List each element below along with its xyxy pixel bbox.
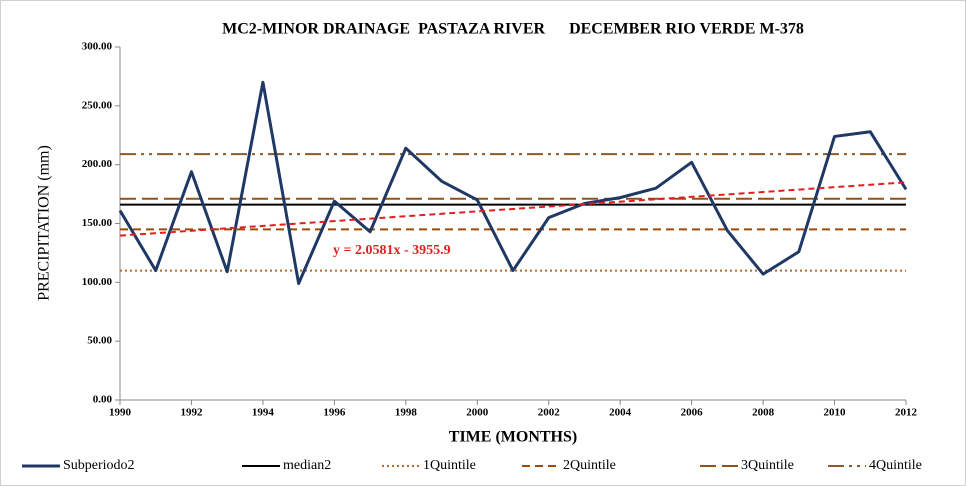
legend-label: 3Quintile xyxy=(741,458,794,473)
x-tick-label: 2010 xyxy=(824,407,847,419)
y-tick-label: 0.00 xyxy=(93,394,113,406)
y-tick-label: 150.00 xyxy=(82,217,113,229)
legend-label: 1Quintile xyxy=(423,458,476,473)
y-tick-label: 300.00 xyxy=(82,41,113,53)
legend-label: 4Quintile xyxy=(869,458,922,473)
x-tick-label: 1998 xyxy=(395,407,418,419)
legend-label: Subperiodo2 xyxy=(63,458,135,473)
x-axis-label: TIME (MONTHS) xyxy=(449,429,577,446)
data-line xyxy=(118,80,908,286)
x-tick-label: 2008 xyxy=(752,407,775,419)
x-tick-label: 2006 xyxy=(681,407,704,419)
trendline-label: y = 2.0581x - 3955.9 xyxy=(333,243,451,258)
y-tick-label: 50.00 xyxy=(87,335,112,347)
x-tick-label: 1994 xyxy=(252,407,275,419)
x-tick-label: 1990 xyxy=(109,407,132,419)
x-tick-label: 2012 xyxy=(895,407,918,419)
y-tick-label: 200.00 xyxy=(82,158,113,170)
trendline xyxy=(119,181,907,237)
chart-title: MC2-MINOR DRAINAGE PASTAZA RIVER DECEMBE… xyxy=(222,21,804,38)
x-tick-label: 1992 xyxy=(180,407,203,419)
x-tick-label: 2002 xyxy=(538,407,561,419)
x-tick-label: 1996 xyxy=(323,407,346,419)
legend-label: median2 xyxy=(283,458,331,473)
legend-label: 2Quintile xyxy=(563,458,616,473)
x-tick-label: 2004 xyxy=(609,407,632,419)
x-tick-label: 2000 xyxy=(466,407,489,419)
y-tick-label: 250.00 xyxy=(82,99,113,111)
y-tick-label: 100.00 xyxy=(82,276,113,288)
y-axis-label: PRECIPITATION (mm) xyxy=(36,145,53,301)
